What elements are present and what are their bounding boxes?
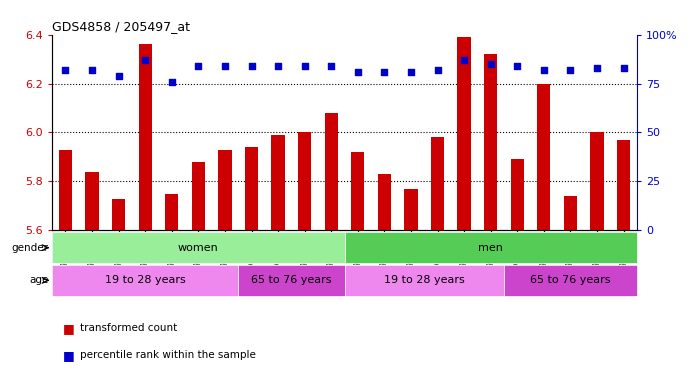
Bar <box>590 132 603 230</box>
Text: transformed count: transformed count <box>80 323 177 333</box>
Bar <box>345 232 637 263</box>
Point <box>140 57 151 63</box>
Bar <box>504 265 637 296</box>
Bar <box>457 37 470 230</box>
Point <box>405 69 416 75</box>
Bar <box>219 150 232 230</box>
Point <box>618 65 629 71</box>
Point <box>219 63 230 69</box>
Bar <box>345 265 504 296</box>
Bar <box>537 84 551 230</box>
Point <box>273 63 284 69</box>
Bar <box>245 147 258 230</box>
Bar <box>271 135 285 230</box>
Bar <box>52 232 345 263</box>
Text: 19 to 28 years: 19 to 28 years <box>384 275 465 285</box>
Text: ■: ■ <box>63 322 74 335</box>
Point <box>299 63 310 69</box>
Bar <box>139 45 152 230</box>
Text: 19 to 28 years: 19 to 28 years <box>105 275 186 285</box>
Point <box>352 69 363 75</box>
Bar <box>59 150 72 230</box>
Text: age: age <box>29 275 49 285</box>
Text: GDS4858 / 205497_at: GDS4858 / 205497_at <box>52 20 190 33</box>
Text: 65 to 76 years: 65 to 76 years <box>530 275 610 285</box>
Point <box>592 65 603 71</box>
Bar <box>378 174 391 230</box>
Bar <box>52 265 238 296</box>
Text: 65 to 76 years: 65 to 76 years <box>251 275 331 285</box>
Text: gender: gender <box>12 243 49 253</box>
Point <box>193 63 204 69</box>
Bar <box>238 265 345 296</box>
Text: ■: ■ <box>63 349 74 362</box>
Point <box>246 63 257 69</box>
Point <box>113 73 124 79</box>
Bar <box>86 172 99 230</box>
Point <box>86 67 97 73</box>
Bar <box>324 113 338 230</box>
Bar <box>511 159 524 230</box>
Point <box>379 69 390 75</box>
Bar <box>191 162 205 230</box>
Point <box>565 67 576 73</box>
Bar <box>564 196 577 230</box>
Text: percentile rank within the sample: percentile rank within the sample <box>80 350 256 360</box>
Point <box>512 63 523 69</box>
Point <box>60 67 71 73</box>
Bar <box>617 140 630 230</box>
Bar <box>431 137 444 230</box>
Bar <box>112 199 125 230</box>
Bar <box>404 189 418 230</box>
Text: women: women <box>178 243 219 253</box>
Point <box>166 78 177 84</box>
Point <box>459 57 470 63</box>
Bar <box>165 194 178 230</box>
Bar <box>351 152 365 230</box>
Bar <box>298 132 311 230</box>
Point <box>326 63 337 69</box>
Point <box>485 61 496 67</box>
Point <box>538 67 549 73</box>
Bar <box>484 54 498 230</box>
Text: men: men <box>478 243 503 253</box>
Point <box>432 67 443 73</box>
